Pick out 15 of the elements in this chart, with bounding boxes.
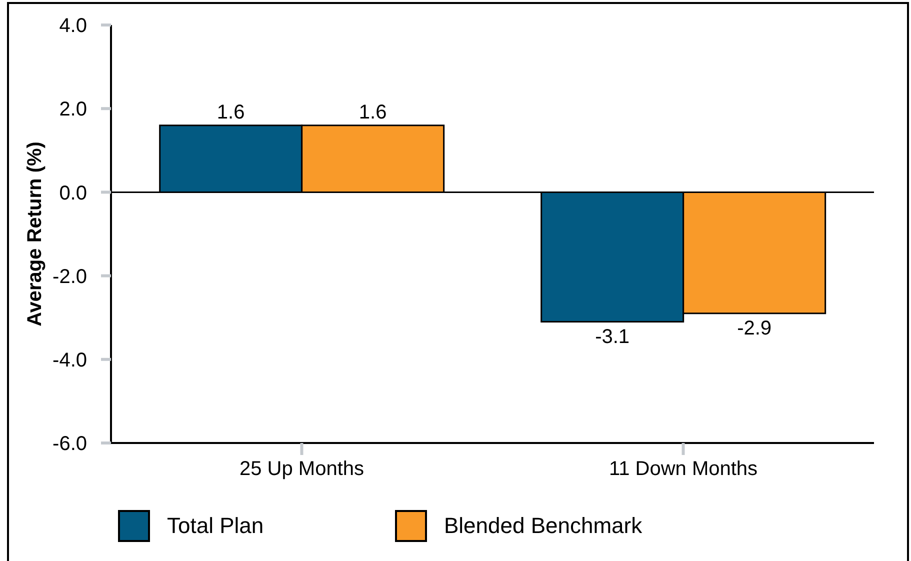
legend-label: Blended Benchmark [444, 513, 642, 539]
data-label: 1.6 [358, 101, 387, 124]
legend-label: Total Plan [167, 513, 264, 539]
y-tick-label: 0.0 [59, 182, 87, 204]
y-axis-title: Average Return (%) [24, 142, 46, 326]
y-tick-label: 2.0 [59, 98, 87, 121]
y-tick-label: -2.0 [52, 266, 87, 288]
data-label: -3.1 [595, 326, 630, 348]
x-tick-label: 11 Down Months [608, 458, 758, 480]
x-tick-label: 25 Up Months [239, 458, 364, 480]
data-label: 1.6 [216, 101, 245, 124]
y-tick-label: -6.0 [52, 433, 87, 456]
y-tick-label: -4.0 [52, 350, 87, 372]
y-tick-label: 4.0 [59, 15, 87, 38]
data-label: -2.9 [737, 318, 772, 340]
